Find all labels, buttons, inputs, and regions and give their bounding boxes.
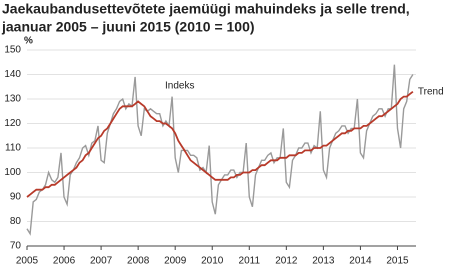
chart-title: jaanuar 2005 – juuni 2015 (2010 = 100) (1, 19, 255, 35)
y-tick-label: 110 (5, 143, 21, 154)
y-tick-label: 90 (10, 192, 22, 203)
x-tick-label: 2014 (349, 256, 372, 267)
series-line (26, 90, 414, 198)
y-axis-label: % (24, 36, 33, 47)
x-tick-label: 2006 (53, 256, 76, 267)
x-tick-label: 2008 (127, 256, 150, 267)
x-tick-label: 2015 (386, 256, 409, 267)
y-tick-label: 70 (10, 241, 22, 252)
x-tick-label: 2010 (201, 256, 224, 267)
x-tick-label: 2013 (312, 256, 335, 267)
x-tick-label: 2007 (90, 256, 113, 267)
y-tick-label: 130 (4, 94, 21, 105)
y-tick-label: 150 (4, 45, 21, 56)
x-tick-label: 2012 (275, 256, 298, 267)
y-tick-label: 120 (4, 118, 21, 129)
chart-title: Jaekaubandusettevõtete jaemüügi mahuinde… (2, 1, 410, 17)
series-label: Indeks (165, 81, 194, 92)
x-tick-label: 2011 (239, 256, 261, 267)
series-line (26, 64, 414, 236)
x-tick-label: 2009 (164, 256, 187, 267)
series-label: Trend (418, 86, 444, 97)
y-tick-label: 140 (4, 69, 21, 80)
y-tick-label: 80 (10, 216, 22, 227)
x-tick-label: 2005 (16, 256, 39, 267)
y-tick-label: 100 (4, 167, 21, 178)
